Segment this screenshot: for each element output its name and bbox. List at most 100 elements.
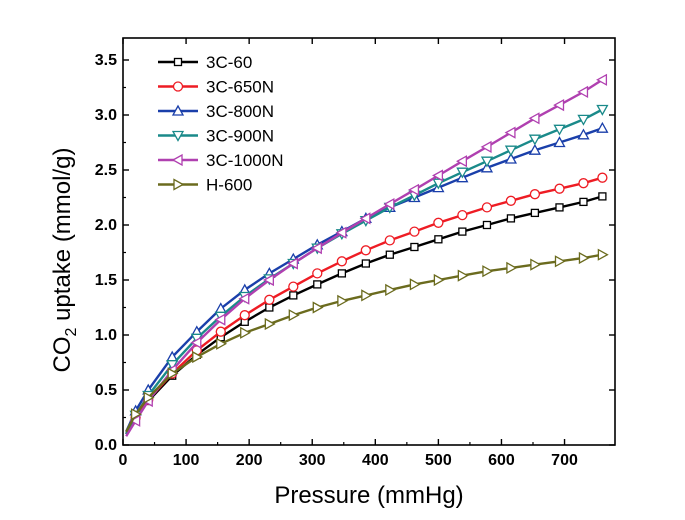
series-line: [125, 108, 603, 435]
x-tick-label: 700: [551, 452, 578, 469]
data-point: [238, 292, 250, 305]
x-tick-label: 600: [488, 452, 515, 469]
legend-marker: [173, 57, 183, 67]
data-point: [596, 73, 608, 86]
legend-label: H-600: [206, 176, 252, 195]
data-point: [192, 350, 204, 364]
legend-marker: [171, 130, 185, 142]
legend-label: 3C-650N: [206, 78, 274, 97]
x-tick-label: 0: [119, 452, 128, 469]
legend-item-3c-60: 3C-60: [158, 53, 252, 72]
data-point: [578, 178, 589, 189]
x-tick-label: 300: [299, 452, 326, 469]
data-point: [385, 250, 394, 259]
plot-frame: [122, 37, 616, 446]
legend-item-3c-1000n: 3C-1000N: [158, 151, 284, 170]
data-point: [480, 140, 492, 154]
data-point: [265, 303, 274, 312]
data-point: [383, 197, 395, 211]
y-axis-title-subscript: 2: [63, 327, 80, 336]
series-line: [125, 195, 603, 435]
legend-item-3c-900n: 3C-900N: [158, 127, 274, 146]
series-line: [125, 127, 603, 433]
data-point: [578, 251, 590, 265]
data-point: [504, 126, 516, 139]
legend-label: 3C-900N: [206, 127, 274, 146]
y-tick-label: 2.5: [95, 162, 117, 179]
data-point: [577, 85, 589, 99]
y-axis-title-rest: uptake (mmol/g): [49, 148, 76, 328]
data-point: [312, 301, 324, 314]
data-point: [359, 212, 371, 225]
data-point: [530, 258, 542, 271]
legend-label: 3C-60: [206, 53, 252, 72]
y-axis-title-main: CO: [49, 336, 76, 372]
data-point: [579, 197, 588, 207]
data-point: [596, 104, 609, 116]
data-point: [577, 114, 590, 126]
data-point: [361, 259, 370, 268]
data-point: [409, 226, 420, 237]
series-3c-60: [125, 192, 607, 435]
data-point: [337, 294, 349, 308]
data-point: [215, 326, 226, 337]
data-point: [504, 152, 518, 164]
series-3c-800n: [125, 121, 609, 433]
y-tick-label: 2.0: [95, 217, 117, 234]
data-point: [482, 265, 494, 278]
data-point: [554, 255, 566, 268]
legend-item-3c-650n: 3C-650N: [158, 78, 274, 97]
x-tick-label: 500: [425, 452, 452, 469]
data-point: [129, 414, 141, 427]
x-tick-label: 100: [173, 452, 200, 469]
data-point: [384, 235, 395, 246]
data-point: [598, 192, 607, 201]
data-point: [434, 235, 443, 244]
data-point: [577, 128, 590, 140]
data-point: [335, 226, 347, 239]
data-point: [530, 208, 540, 218]
y-tick-label: 0.0: [95, 437, 117, 454]
data-point: [410, 242, 419, 252]
data-point: [506, 214, 516, 223]
data-point: [336, 256, 348, 267]
data-point: [505, 195, 517, 206]
data-point: [313, 280, 322, 289]
data-point: [288, 309, 300, 322]
data-point: [528, 143, 541, 155]
data-point: [528, 134, 541, 146]
data-point: [337, 269, 347, 278]
data-point: [504, 145, 518, 157]
data-point: [216, 337, 228, 350]
series-line: [125, 78, 604, 437]
data-point: [190, 336, 202, 349]
legend-label: 3C-800N: [206, 102, 274, 121]
data-point: [361, 289, 373, 302]
series-line: [125, 253, 603, 433]
legend-marker: [173, 178, 185, 191]
x-tick-label: 400: [362, 452, 389, 469]
data-point: [312, 268, 323, 279]
data-point: [456, 155, 468, 168]
data-point: [482, 220, 492, 230]
data-point: [143, 391, 155, 404]
data-point: [432, 178, 445, 190]
data-point: [289, 291, 298, 300]
y-axis-title: CO2 uptake (mmol/g): [49, 148, 80, 373]
legend-label: 3C-1000N: [206, 151, 284, 170]
data-point: [409, 278, 421, 291]
data-point: [506, 261, 518, 275]
data-point: [286, 257, 298, 270]
data-point: [596, 121, 609, 133]
data-point: [553, 136, 566, 148]
data-point: [166, 360, 179, 372]
data-point: [263, 273, 274, 287]
data-point: [553, 98, 565, 112]
x-axis-title: Pressure (mmHg): [274, 482, 463, 509]
series-3c-1000n: [125, 73, 608, 437]
y-tick-label: 3.0: [95, 107, 117, 124]
data-point: [214, 313, 226, 326]
y-tick-label: 0.5: [95, 382, 117, 399]
data-point: [597, 248, 609, 261]
